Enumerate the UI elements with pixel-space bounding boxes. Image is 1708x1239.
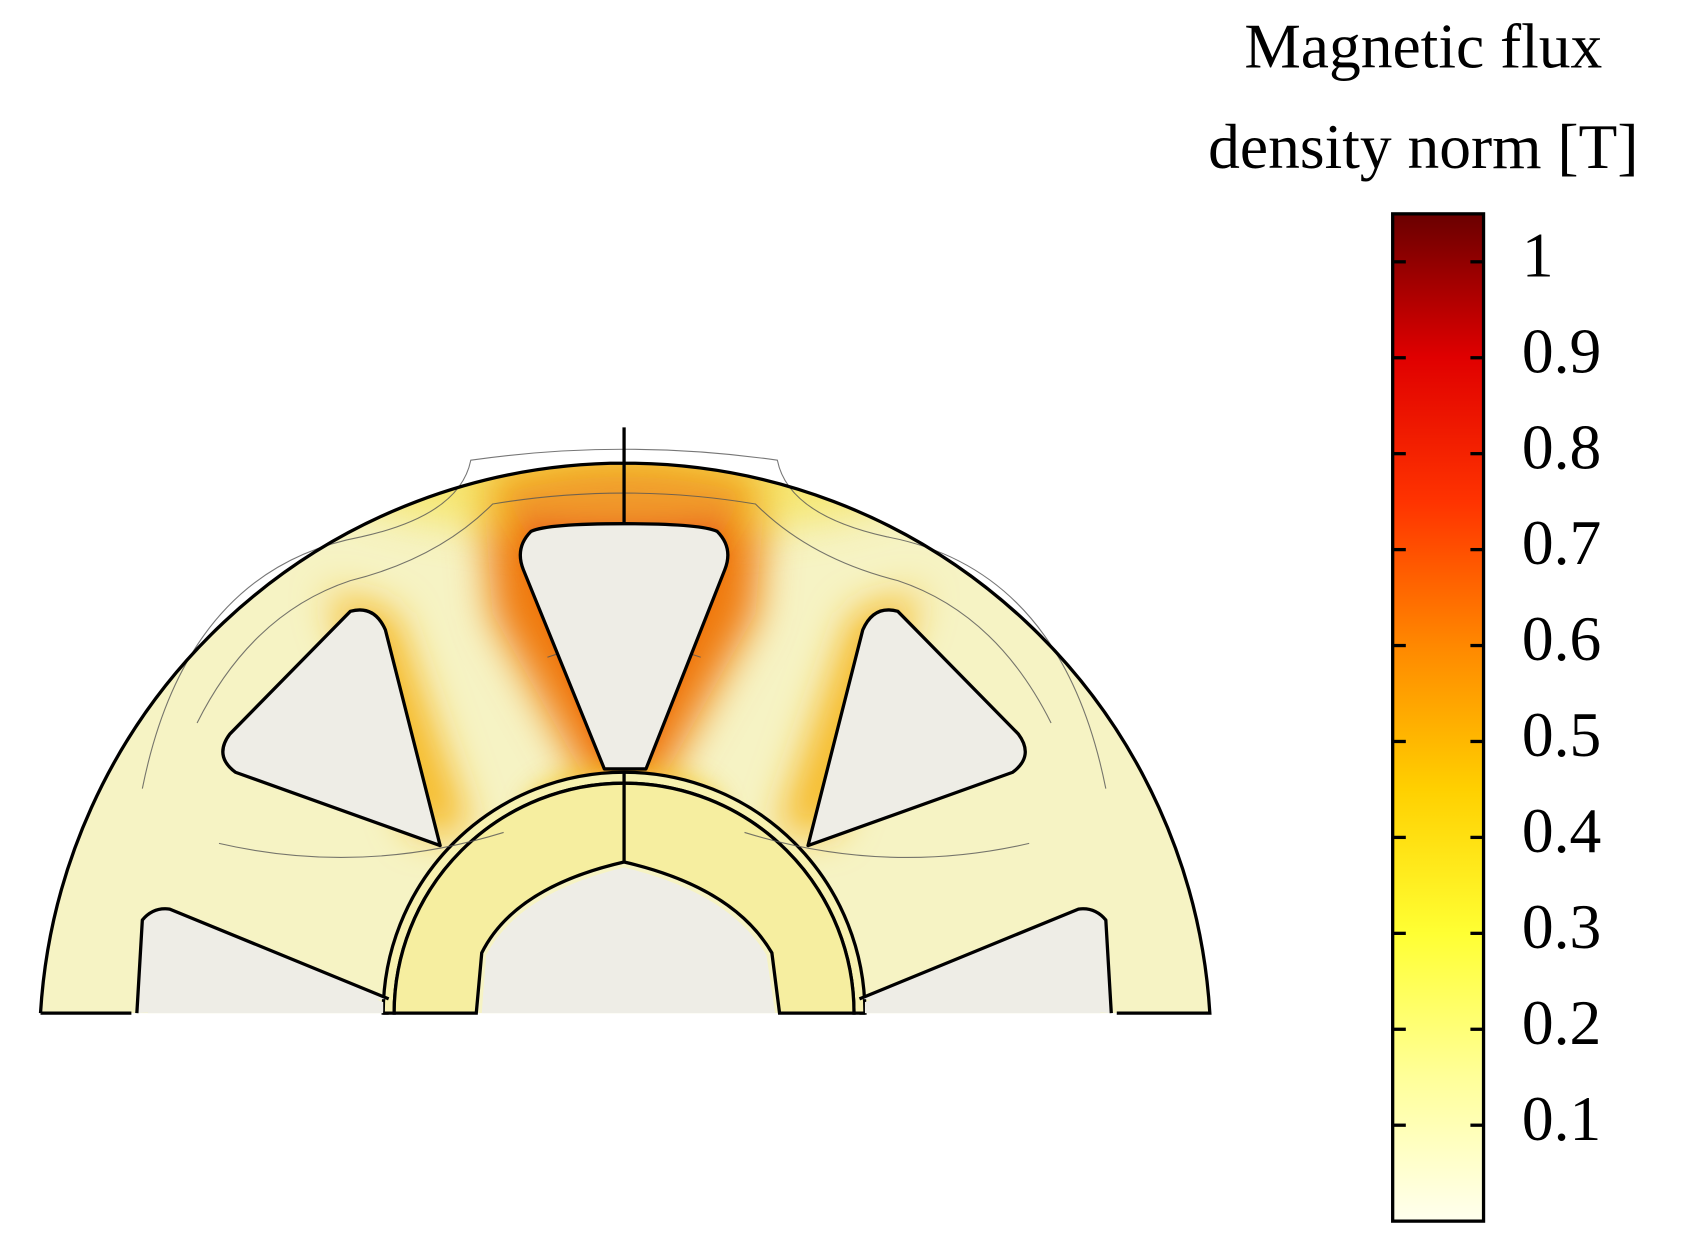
- tick-label: 0.7: [1522, 507, 1601, 578]
- tick-label: 0.8: [1522, 411, 1601, 482]
- colorbar-title: density norm [T]: [1208, 111, 1638, 182]
- tick-label: 0.9: [1522, 315, 1601, 386]
- slot-fill: [864, 919, 1101, 1014]
- colorbar-title: Magnetic flux: [1244, 10, 1602, 81]
- colorbar-scale: [1391, 212, 1486, 1223]
- outline: [38, 427, 1212, 1015]
- tick-label: 0.6: [1522, 603, 1601, 674]
- tick-label: 1: [1522, 219, 1554, 290]
- tick-label: 0.3: [1522, 891, 1601, 962]
- rotor: [392, 781, 856, 1015]
- colorbar: Magnetic flux density norm [T] 0.1 0.2 0.3…: [1208, 10, 1638, 1223]
- tick-label: 0.4: [1522, 795, 1601, 866]
- rotor-hole: [481, 867, 776, 1014]
- tick-label: 0.1: [1522, 1083, 1601, 1154]
- field-plot: [38, 427, 1212, 1015]
- tick-label: 0.5: [1522, 699, 1601, 770]
- slot-fill: [147, 919, 384, 1014]
- tick-label: 0.2: [1522, 987, 1601, 1058]
